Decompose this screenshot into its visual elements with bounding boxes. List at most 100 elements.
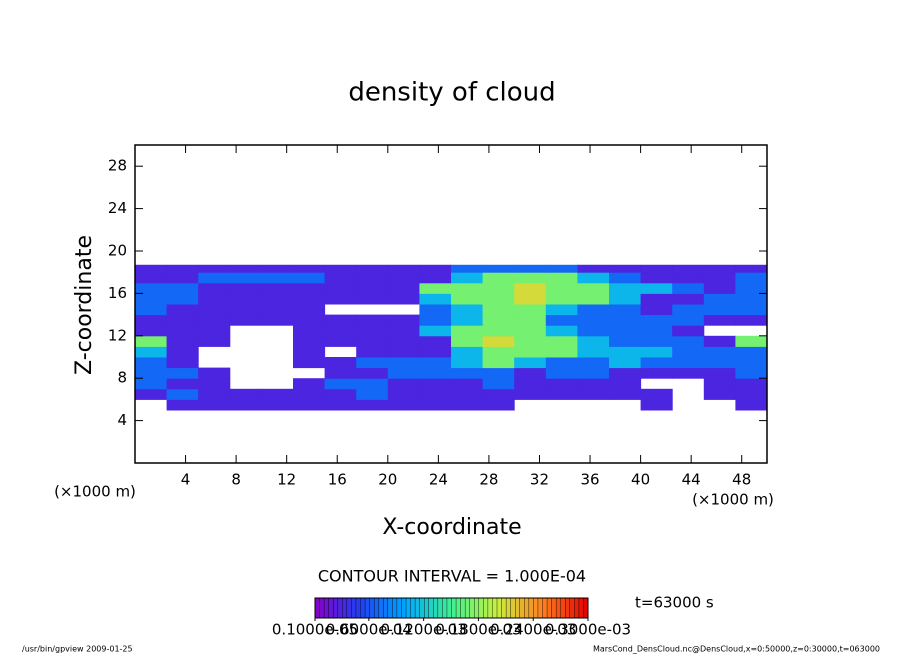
x-tick-label: 36 (580, 471, 599, 489)
density-cell (419, 264, 452, 273)
density-cell (293, 346, 326, 358)
colorbar-band (510, 597, 516, 619)
density-cell (261, 314, 294, 326)
density-cell (356, 335, 389, 347)
density-cell (324, 264, 357, 273)
density-cell (640, 293, 673, 305)
y-unit: (×1000 m) (54, 483, 136, 501)
density-cell (324, 399, 357, 411)
density-cell (135, 304, 168, 316)
density-cell (482, 314, 515, 326)
colorbar-band (433, 597, 439, 619)
density-cell (545, 346, 578, 358)
density-cell (229, 314, 262, 326)
density-cell (198, 314, 231, 326)
colorbar-band (401, 597, 407, 619)
contour-interval: CONTOUR INTERVAL = 1.000E-04 (318, 567, 586, 586)
density-cell (482, 357, 515, 369)
density-cell (419, 272, 452, 284)
density-cell (198, 293, 231, 305)
density-cell (672, 335, 705, 347)
density-cell (545, 325, 578, 337)
density-cell (703, 357, 736, 369)
density-cell (293, 325, 326, 337)
density-cell (703, 293, 736, 305)
density-cell (672, 272, 705, 284)
colorbar-band (533, 597, 539, 619)
density-cell (324, 388, 357, 400)
density-cell (198, 272, 231, 284)
density-cell (198, 388, 231, 400)
density-cell (356, 314, 389, 326)
density-cell (577, 388, 610, 400)
x-axis-label: X-coordinate (382, 515, 521, 540)
density-cell (577, 282, 610, 294)
density-cell (609, 314, 642, 326)
density-cell (640, 264, 673, 273)
density-cell (545, 264, 578, 273)
colorbar-band (314, 597, 321, 619)
density-cell (356, 282, 389, 294)
density-cell (735, 357, 768, 369)
x-tick-label: 16 (328, 471, 347, 489)
density-cell (387, 399, 420, 411)
colorbar-band (396, 597, 402, 619)
density-cell (356, 264, 389, 273)
density-cell (135, 357, 168, 369)
density-cell (640, 314, 673, 326)
density-cell (672, 325, 705, 337)
y-axis-label: Z-coordinate (72, 235, 97, 375)
density-cell (293, 399, 326, 411)
footer-right: MarsCond_DensCloud.nc@DensCloud,x=0:5000… (593, 645, 880, 654)
density-cell (135, 388, 168, 400)
density-cell (451, 388, 484, 400)
density-cell (482, 388, 515, 400)
colorbar-tick-label: 0.1000e-05 (272, 621, 358, 639)
density-cell (198, 325, 231, 337)
density-cell (735, 367, 768, 379)
density-cell (672, 346, 705, 358)
density-cell (514, 346, 547, 358)
density-cell (735, 388, 768, 400)
density-cell (419, 325, 452, 337)
y-tick-label: 4 (117, 411, 127, 429)
density-cell (387, 367, 420, 379)
density-cell (451, 357, 484, 369)
density-cell (135, 314, 168, 326)
colorbar-band (369, 597, 375, 619)
colorbar-tick-label: 0.3000e-03 (545, 621, 631, 639)
density-cell (166, 282, 199, 294)
density-cell (577, 378, 610, 390)
colorbar-band (364, 597, 371, 619)
density-cell (387, 378, 420, 390)
y-tick-label: 8 (117, 369, 127, 387)
density-cell (451, 367, 484, 379)
density-cell (324, 282, 357, 294)
colorbar-band (578, 597, 584, 619)
density-cell (640, 346, 673, 358)
density-cell (135, 325, 168, 337)
density-cell (356, 357, 389, 369)
density-cell (703, 304, 736, 316)
density-cell (451, 282, 484, 294)
colorbar-band (555, 597, 562, 619)
density-cell (545, 335, 578, 347)
colorbar-band (551, 597, 557, 619)
density-cell (703, 378, 736, 390)
density-cell (672, 304, 705, 316)
x-tick-label: 32 (530, 471, 549, 489)
colorbar-frame (314, 597, 589, 619)
density-cell (640, 399, 673, 411)
density-cell (640, 272, 673, 284)
density-cell (356, 272, 389, 284)
density-cell (387, 272, 420, 284)
density-cell (640, 367, 673, 379)
colorbar-band (414, 597, 421, 619)
density-cell (135, 282, 168, 294)
density-cell (640, 388, 673, 400)
footer-left: /usr/bin/gpview 2009-01-25 (22, 645, 133, 654)
density-cell (609, 388, 642, 400)
density-cell (387, 264, 420, 273)
density-cell (703, 272, 736, 284)
